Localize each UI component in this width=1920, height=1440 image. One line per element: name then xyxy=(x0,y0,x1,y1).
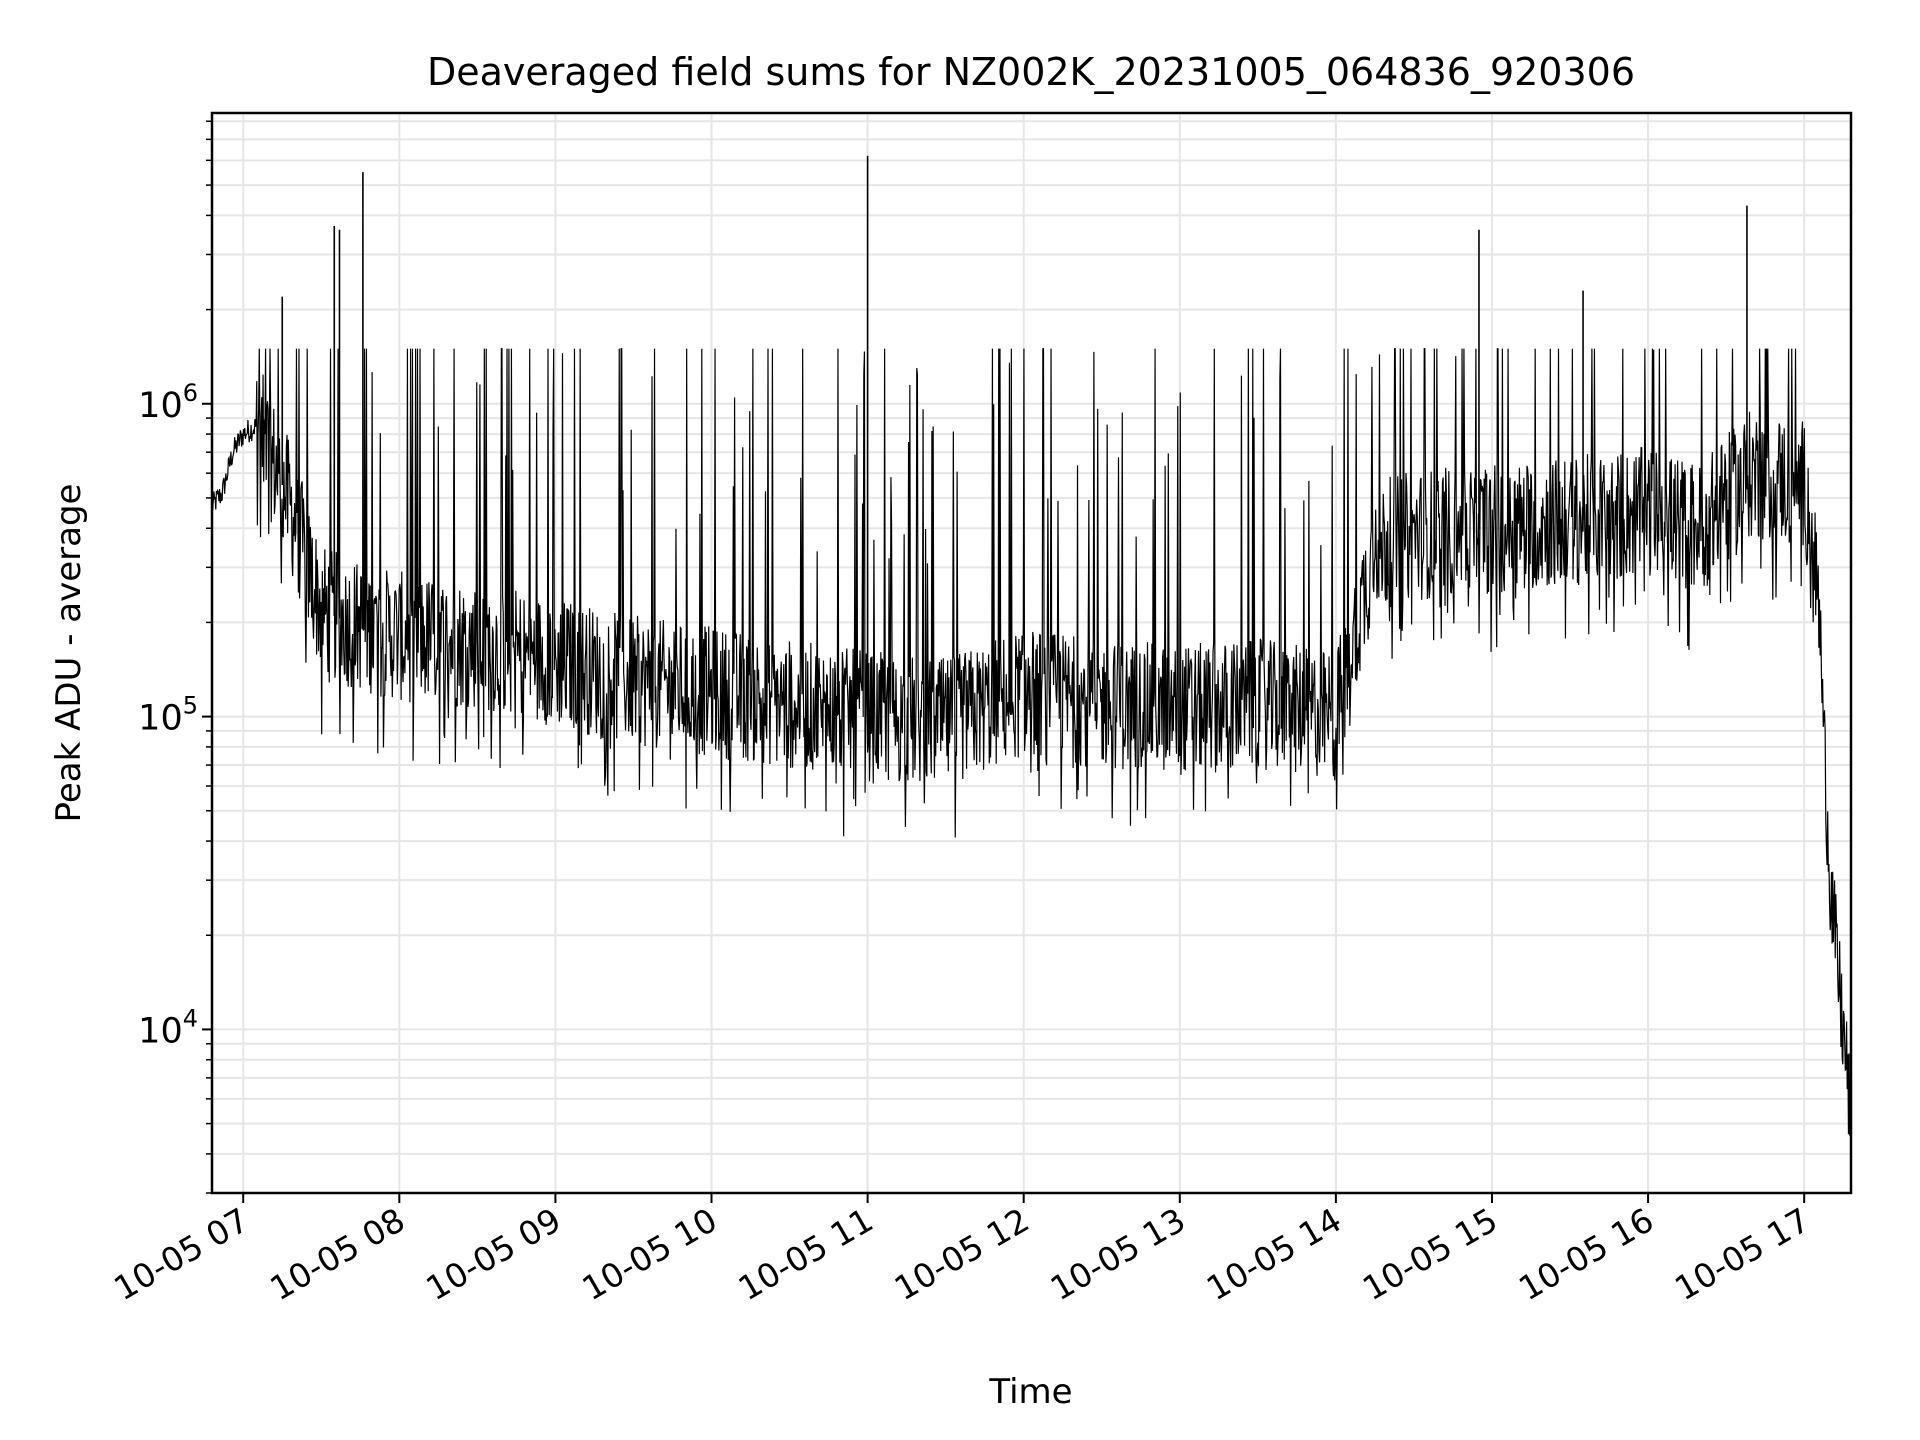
x-tick-label: 10-05 17 xyxy=(1668,1200,1816,1308)
series-layer xyxy=(211,155,1852,1136)
y-axis-label: Peak ADU - average xyxy=(49,484,89,823)
y-tick-label: 106 xyxy=(138,379,198,426)
chart-title: Deaveraged field sums for NZ002K_2023100… xyxy=(427,50,1635,94)
x-tick-label: 10-05 16 xyxy=(1512,1200,1660,1308)
y-tick-base: 10 xyxy=(138,699,183,739)
plot-frame xyxy=(210,111,1853,1195)
series-line xyxy=(211,348,1852,1136)
x-tick-label: 10-05 13 xyxy=(1044,1200,1192,1308)
x-tick-label: 10-05 07 xyxy=(107,1200,255,1308)
x-tick-label: 10-05 10 xyxy=(576,1200,724,1308)
x-tick-label: 10-05 14 xyxy=(1200,1200,1348,1308)
x-tick-label: 10-05 11 xyxy=(732,1200,880,1308)
x-tick-label: 10-05 12 xyxy=(888,1200,1036,1308)
y-tick-exponent: 4 xyxy=(183,1004,198,1032)
y-tick-exponent: 5 xyxy=(183,692,198,720)
y-tick-label: 104 xyxy=(138,1004,198,1051)
y-tick-label: 105 xyxy=(138,692,198,739)
x-tick-label: 10-05 09 xyxy=(419,1200,567,1308)
x-tick-label: 10-05 08 xyxy=(263,1200,411,1308)
y-tick-base: 10 xyxy=(138,1011,183,1051)
y-tick-base: 10 xyxy=(138,386,183,426)
x-tick-label: 10-05 15 xyxy=(1356,1200,1504,1308)
x-axis-label: Time xyxy=(988,1372,1072,1412)
y-tick-exponent: 6 xyxy=(183,379,198,407)
